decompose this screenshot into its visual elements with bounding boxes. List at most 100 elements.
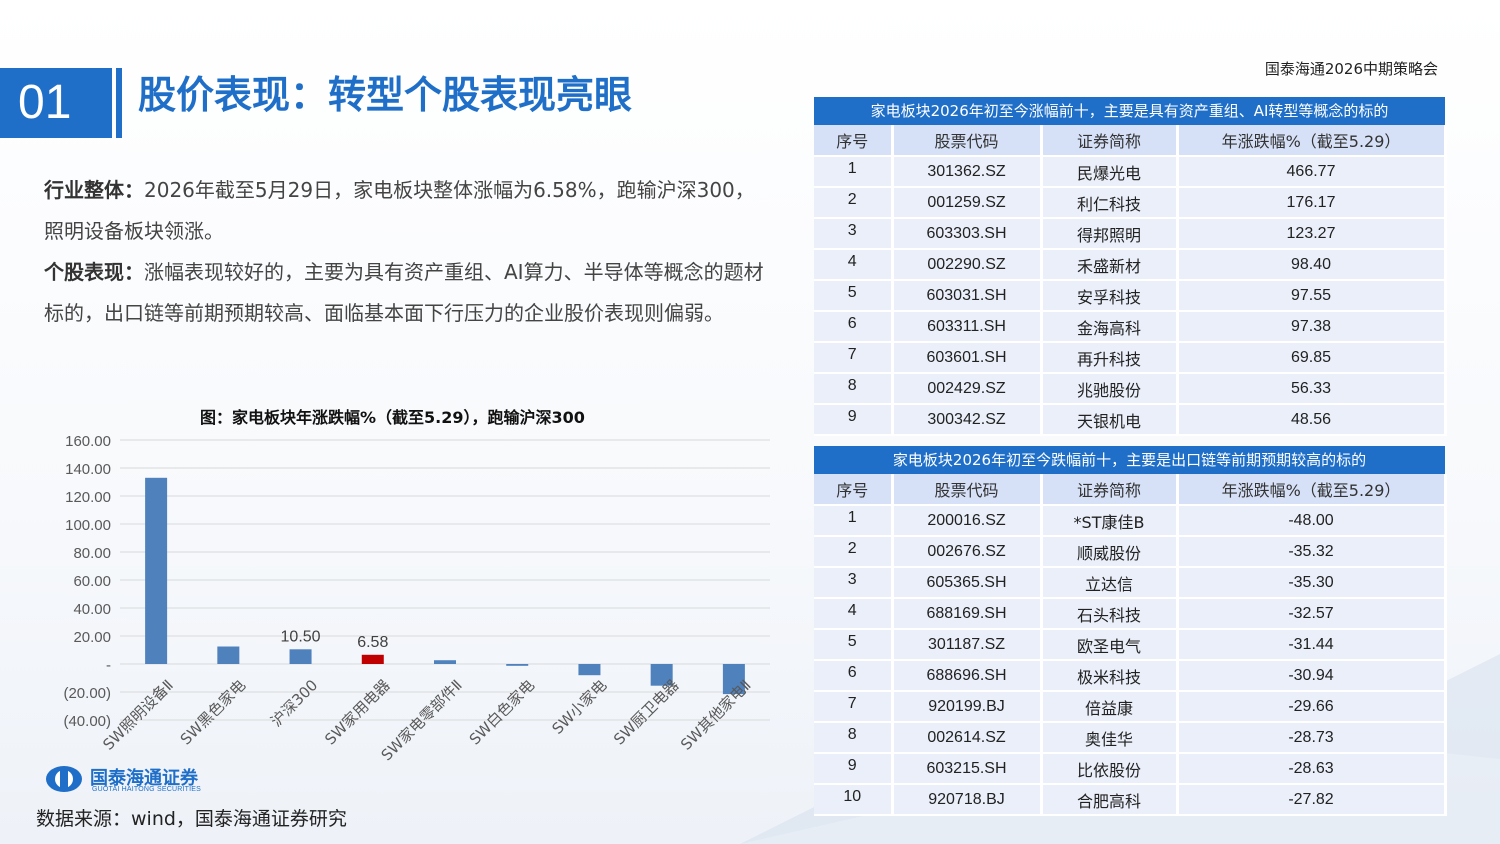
table-row: 7 920199.BJ 倍益康 -29.66 bbox=[814, 691, 1447, 723]
table-row: 2 001259.SZ 利仁科技 176.17 bbox=[814, 187, 1447, 219]
stock-name: 奥佳华 bbox=[1041, 722, 1179, 754]
row-index: 8 bbox=[814, 722, 894, 754]
bar bbox=[722, 664, 745, 695]
y-tick-label: 20.00 bbox=[73, 629, 111, 646]
table-row: 6 603311.SH 金海高科 97.38 bbox=[814, 311, 1447, 343]
stock-name: 顺威股份 bbox=[1041, 536, 1179, 568]
x-tick-label: SW家用电器 bbox=[321, 676, 393, 748]
table-row: 8 002429.SZ 兆驰股份 56.33 bbox=[814, 373, 1447, 405]
row-index: 1 bbox=[814, 505, 894, 537]
ytd-change: 98.40 bbox=[1177, 249, 1447, 281]
ytd-change: -35.32 bbox=[1177, 536, 1447, 568]
ytd-change: 176.17 bbox=[1177, 187, 1447, 219]
table-row: 5 603031.SH 安孚科技 97.55 bbox=[814, 280, 1447, 312]
row-index: 1 bbox=[814, 156, 894, 188]
row-index: 7 bbox=[814, 342, 894, 374]
stock-code: 200016.SZ bbox=[892, 505, 1043, 537]
stock-code: 603215.SH bbox=[892, 753, 1043, 785]
ytd-change: 466.77 bbox=[1177, 156, 1447, 188]
page-title: 股价表现：转型个股表现亮眼 bbox=[138, 73, 633, 117]
y-tick-label: 60.00 bbox=[73, 573, 111, 590]
gainers-column-header: 股票代码 bbox=[892, 125, 1043, 157]
losers-column-header: 年涨跌幅%（截至5.29） bbox=[1177, 474, 1447, 506]
paragraph-stocks-text: 涨幅表现较好的，主要为具有资产重组、AI算力、半导体等概念的题材标的，出口链等前… bbox=[44, 260, 764, 325]
stock-code: 002676.SZ bbox=[892, 536, 1043, 568]
table-row: 5 301187.SZ 欧圣电气 -31.44 bbox=[814, 629, 1447, 661]
losers-column-header: 序号 bbox=[814, 474, 894, 506]
table-row: 3 603303.SH 得邦照明 123.27 bbox=[814, 218, 1447, 250]
row-index: 5 bbox=[814, 629, 894, 661]
stock-code: 001259.SZ bbox=[892, 187, 1043, 219]
y-tick-label: - bbox=[106, 657, 111, 674]
row-index: 3 bbox=[814, 567, 894, 599]
bar bbox=[434, 660, 456, 664]
brand-label: 国泰海通2026中期策略会 bbox=[1264, 60, 1438, 78]
stock-code: 605365.SH bbox=[892, 567, 1043, 599]
bar bbox=[217, 646, 240, 664]
y-tick-label: 100.00 bbox=[65, 517, 111, 534]
x-tick-label: SW其他家电Ⅱ bbox=[677, 676, 755, 754]
table-row: 2 002676.SZ 顺威股份 -35.32 bbox=[814, 536, 1447, 568]
stock-name: 金海高科 bbox=[1041, 311, 1179, 343]
row-index: 5 bbox=[814, 280, 894, 312]
gainers-column-header: 序号 bbox=[814, 125, 894, 157]
paragraph-industry-text: 2026年截至5月29日，家电板块整体涨幅为6.58%，跑输沪深300，照明设备… bbox=[44, 178, 755, 243]
row-index: 3 bbox=[814, 218, 894, 250]
ytd-change: -30.94 bbox=[1177, 660, 1447, 692]
ytd-change: -48.00 bbox=[1177, 505, 1447, 537]
row-index: 9 bbox=[814, 753, 894, 785]
table-row: 4 688169.SH 石头科技 -32.57 bbox=[814, 598, 1447, 630]
table-row: 9 300342.SZ 天银机电 48.56 bbox=[814, 404, 1447, 436]
paragraph-stocks: 个股表现：涨幅表现较好的，主要为具有资产重组、AI算力、半导体等概念的题材标的，… bbox=[44, 252, 764, 334]
losers-table: 家电板块2026年初至今跌幅前十，主要是出口链等前期预期较高的标的 序号 股票代码… bbox=[814, 446, 1447, 816]
stock-code: 002429.SZ bbox=[892, 373, 1043, 405]
ytd-change: 48.56 bbox=[1177, 404, 1447, 436]
table-row: 6 688696.SH 极米科技 -30.94 bbox=[814, 660, 1447, 692]
logo-text: 国泰海通证券 bbox=[90, 768, 198, 789]
table-row: 10 920718.BJ 合肥高科 -27.82 bbox=[814, 784, 1447, 816]
company-logo-icon bbox=[46, 766, 82, 792]
losers-column-header: 证券简称 bbox=[1041, 474, 1179, 506]
ytd-change: -35.30 bbox=[1177, 567, 1447, 599]
gainers-table: 家电板块2026年初至今涨幅前十，主要是具有资产重组、AI转型等概念的标的 序号… bbox=[814, 97, 1447, 436]
y-tick-label: 120.00 bbox=[65, 489, 111, 506]
bar bbox=[145, 477, 168, 664]
losers-table-title: 家电板块2026年初至今跌幅前十，主要是出口链等前期预期较高的标的 bbox=[814, 446, 1445, 474]
chart-title: 图：家电板块年涨跌幅%（截至5.29），跑输沪深300 bbox=[200, 408, 585, 427]
stock-code: 002614.SZ bbox=[892, 722, 1043, 754]
ytd-change: -31.44 bbox=[1177, 629, 1447, 661]
section-number: 01 bbox=[0, 68, 112, 138]
stock-name: 比依股份 bbox=[1041, 753, 1179, 785]
ytd-change: 97.38 bbox=[1177, 311, 1447, 343]
stock-name: 禾盛新材 bbox=[1041, 249, 1179, 281]
gainers-column-header: 年涨跌幅%（截至5.29） bbox=[1177, 125, 1447, 157]
stock-name: 倍益康 bbox=[1041, 691, 1179, 723]
ytd-change: 123.27 bbox=[1177, 218, 1447, 250]
stock-code: 688169.SH bbox=[892, 598, 1043, 630]
stock-code: 603031.SH bbox=[892, 280, 1043, 312]
stock-code: 002290.SZ bbox=[892, 249, 1043, 281]
paragraph-industry-label: 行业整体： bbox=[44, 178, 144, 202]
stock-name: *ST康佳B bbox=[1041, 505, 1179, 537]
logo-subtext: GUOTAI HAITONG SECURITIES bbox=[92, 786, 201, 793]
bar-chart: 160.00 140.00 120.00 100.00 80.00 60.00 40.00 2… bbox=[63, 433, 770, 764]
row-index: 2 bbox=[814, 187, 894, 219]
stock-code: 603311.SH bbox=[892, 311, 1043, 343]
y-tick-label: (40.00) bbox=[63, 713, 111, 730]
stock-code: 688696.SH bbox=[892, 660, 1043, 692]
row-index: 7 bbox=[814, 691, 894, 723]
section-divider bbox=[116, 68, 122, 138]
data-source: 数据来源：wind，国泰海通证券研究 bbox=[36, 808, 347, 830]
stock-code: 920199.BJ bbox=[892, 691, 1043, 723]
stock-code: 301187.SZ bbox=[892, 629, 1043, 661]
stock-name: 极米科技 bbox=[1041, 660, 1179, 692]
paragraph-stocks-label: 个股表现： bbox=[44, 260, 144, 284]
stock-name: 民爆光电 bbox=[1041, 156, 1179, 188]
row-index: 4 bbox=[814, 598, 894, 630]
ytd-change: 97.55 bbox=[1177, 280, 1447, 312]
y-tick-label: 80.00 bbox=[73, 545, 111, 562]
stock-name: 再升科技 bbox=[1041, 342, 1179, 374]
y-tick-label: 140.00 bbox=[65, 461, 111, 478]
ytd-change: -28.63 bbox=[1177, 753, 1447, 785]
ytd-change: 69.85 bbox=[1177, 342, 1447, 374]
